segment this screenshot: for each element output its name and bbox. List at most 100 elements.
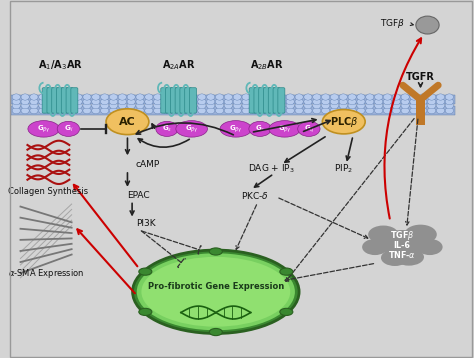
Circle shape — [260, 94, 268, 100]
Text: A$_{2A}$AR: A$_{2A}$AR — [162, 58, 195, 72]
FancyBboxPatch shape — [185, 88, 191, 113]
FancyBboxPatch shape — [42, 88, 49, 113]
Ellipse shape — [368, 226, 399, 243]
Circle shape — [233, 107, 241, 114]
Ellipse shape — [210, 329, 222, 336]
Circle shape — [260, 98, 268, 105]
Circle shape — [383, 107, 392, 114]
Circle shape — [118, 102, 127, 109]
Circle shape — [56, 94, 64, 100]
Circle shape — [154, 107, 162, 114]
Circle shape — [109, 94, 118, 100]
Circle shape — [374, 94, 383, 100]
Circle shape — [163, 107, 171, 114]
Text: PKC-$\delta$: PKC-$\delta$ — [241, 190, 269, 200]
Circle shape — [12, 107, 20, 114]
Circle shape — [330, 107, 338, 114]
Ellipse shape — [417, 239, 443, 255]
Text: $\alpha$-SMA Expression: $\alpha$-SMA Expression — [8, 267, 84, 280]
Text: PIP$_2$: PIP$_2$ — [334, 162, 353, 174]
Circle shape — [207, 94, 215, 100]
Circle shape — [180, 107, 188, 114]
Circle shape — [39, 98, 47, 105]
Circle shape — [163, 98, 171, 105]
Circle shape — [445, 102, 454, 109]
FancyBboxPatch shape — [56, 88, 64, 113]
Circle shape — [207, 107, 215, 114]
Circle shape — [233, 94, 241, 100]
Circle shape — [12, 94, 20, 100]
Circle shape — [216, 107, 224, 114]
Circle shape — [198, 98, 206, 105]
Circle shape — [83, 107, 91, 114]
Ellipse shape — [176, 121, 208, 137]
Text: A$_1$/A$_3$AR: A$_1$/A$_3$AR — [37, 58, 82, 72]
Circle shape — [154, 102, 162, 109]
Ellipse shape — [381, 250, 409, 266]
Circle shape — [437, 107, 445, 114]
Circle shape — [419, 94, 427, 100]
Circle shape — [268, 98, 277, 105]
Bar — [416, 98, 425, 125]
Circle shape — [445, 98, 454, 105]
Circle shape — [437, 94, 445, 100]
Circle shape — [437, 102, 445, 109]
Text: G$_s$: G$_s$ — [255, 124, 265, 134]
Circle shape — [304, 98, 312, 105]
Circle shape — [189, 107, 197, 114]
Circle shape — [268, 107, 277, 114]
FancyBboxPatch shape — [190, 88, 196, 113]
Circle shape — [56, 107, 64, 114]
Circle shape — [366, 98, 374, 105]
Text: G$_{\beta\gamma}$: G$_{\beta\gamma}$ — [278, 123, 292, 135]
Circle shape — [216, 94, 224, 100]
Bar — [11, 95, 456, 104]
Text: G$_i$: G$_i$ — [64, 124, 73, 134]
Circle shape — [348, 98, 356, 105]
Circle shape — [92, 107, 100, 114]
Circle shape — [357, 107, 365, 114]
Circle shape — [21, 107, 29, 114]
Bar — [11, 106, 456, 115]
Circle shape — [410, 94, 418, 100]
Circle shape — [374, 107, 383, 114]
Circle shape — [21, 102, 29, 109]
Circle shape — [428, 94, 436, 100]
Text: cAMP: cAMP — [136, 160, 160, 169]
Circle shape — [348, 107, 356, 114]
Circle shape — [260, 102, 268, 109]
Circle shape — [65, 102, 73, 109]
Circle shape — [348, 94, 356, 100]
Circle shape — [295, 107, 303, 114]
Circle shape — [374, 102, 383, 109]
Circle shape — [374, 98, 383, 105]
FancyBboxPatch shape — [180, 88, 187, 113]
Circle shape — [83, 94, 91, 100]
Circle shape — [428, 102, 436, 109]
Circle shape — [339, 102, 347, 109]
Circle shape — [65, 107, 73, 114]
Ellipse shape — [249, 121, 271, 136]
Circle shape — [392, 107, 401, 114]
Circle shape — [428, 107, 436, 114]
Ellipse shape — [269, 121, 301, 137]
FancyBboxPatch shape — [71, 88, 78, 113]
FancyBboxPatch shape — [165, 88, 173, 113]
Circle shape — [163, 102, 171, 109]
Circle shape — [251, 98, 259, 105]
Circle shape — [56, 98, 64, 105]
FancyBboxPatch shape — [278, 88, 285, 113]
Circle shape — [383, 102, 392, 109]
Circle shape — [383, 94, 392, 100]
FancyBboxPatch shape — [47, 88, 54, 113]
Circle shape — [383, 98, 392, 105]
Text: TGF$\beta$: TGF$\beta$ — [390, 229, 414, 242]
Circle shape — [198, 102, 206, 109]
Circle shape — [330, 98, 338, 105]
Circle shape — [410, 107, 418, 114]
Circle shape — [304, 102, 312, 109]
Circle shape — [180, 102, 188, 109]
Circle shape — [357, 98, 365, 105]
Ellipse shape — [280, 308, 293, 315]
Circle shape — [47, 102, 56, 109]
